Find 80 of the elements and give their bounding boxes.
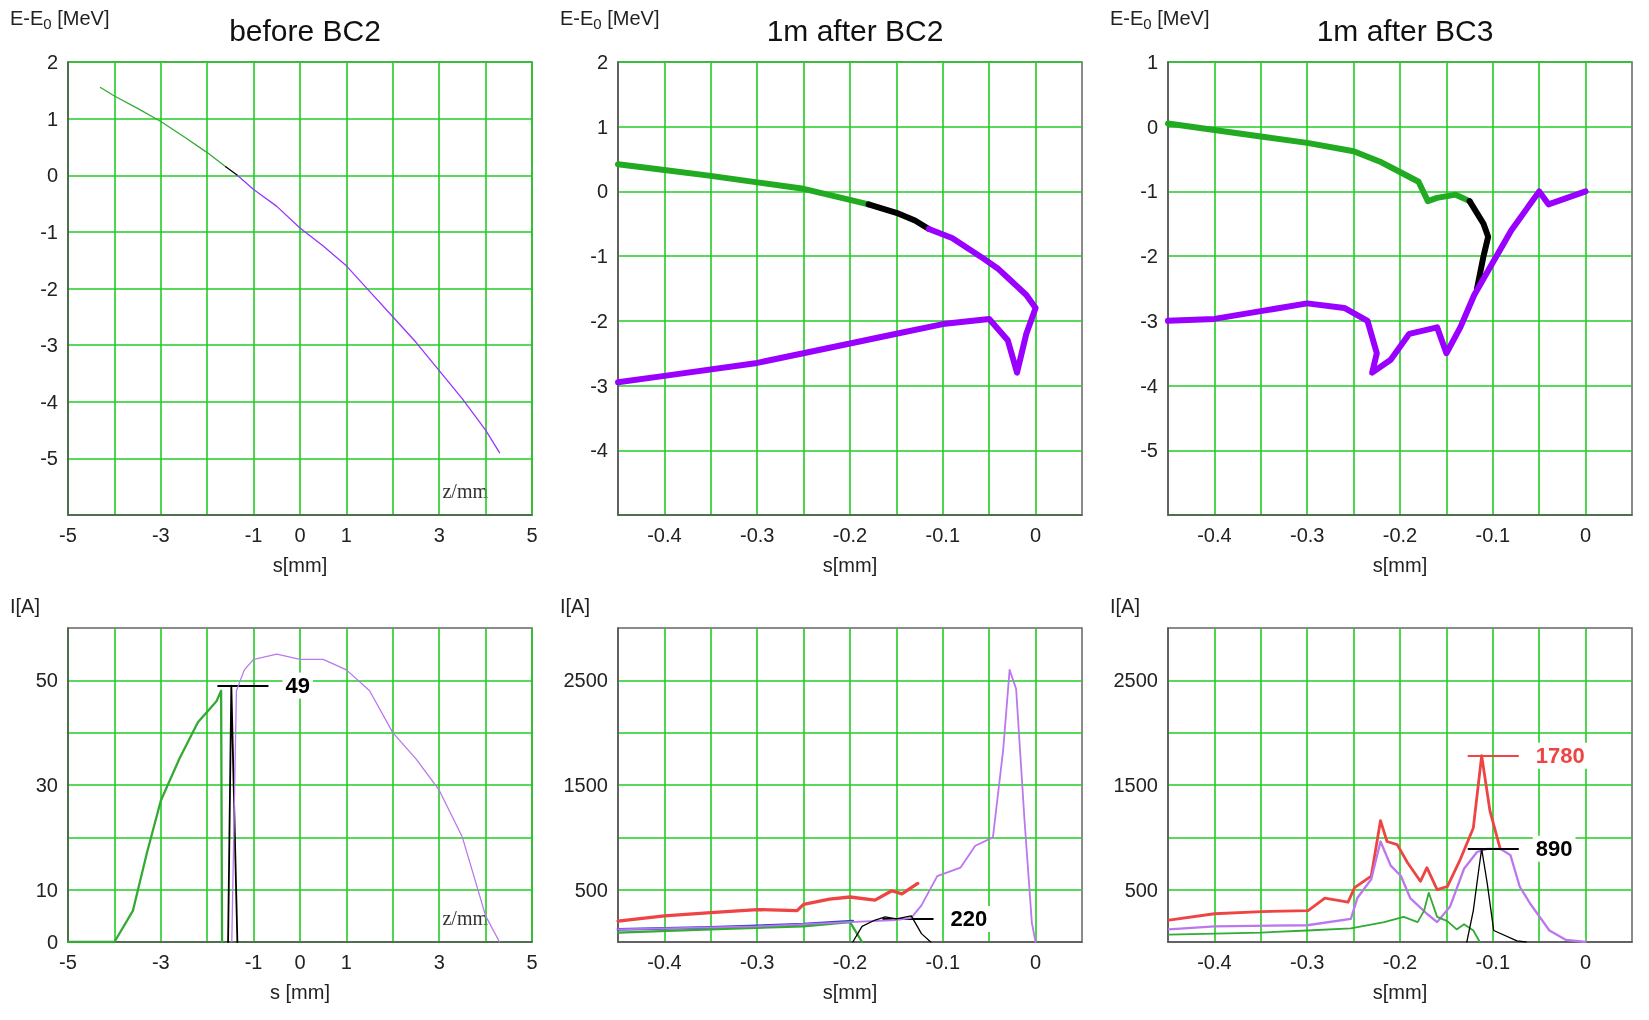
x-tick-label: -0.4 [647,951,682,973]
x-tick-label: -0.3 [1289,951,1325,973]
x-tick-label: 0 [294,524,306,546]
chart-title: 1m after BC2 [766,13,944,47]
y-tick-label: -3 [1140,309,1158,332]
y-tick-label: -4 [1140,374,1158,397]
y-tick-label: 2 [46,51,58,73]
y-tick-label: 1500 [1113,774,1158,796]
x-tick-label: -0.1 [1475,951,1511,973]
x-tick-label: -0.2 [1382,951,1418,973]
x-axis-title: s[mm] [272,554,328,576]
y-tick-label: 1 [1146,51,1158,73]
y-tick-label: -2 [1140,245,1158,268]
x-tick-label: -0.3 [739,524,775,546]
y-tick-label: 1500 [563,774,608,796]
x-tick-label: 1 [340,951,352,973]
x-tick-label: 0 [1030,524,1042,546]
x-tick-label: 5 [526,951,538,973]
y-tick-label: -3 [590,374,608,397]
y-tick-label: 0 [1146,115,1158,138]
x-tick-label: -0.1 [925,951,961,973]
x-tick-label: -0.3 [739,951,775,973]
y-tick-label: 30 [35,774,58,796]
x-tick-label: -0.4 [647,524,682,546]
y-tick-label: 2500 [1113,669,1158,692]
annotation: 1780 [1535,743,1585,769]
x-tick-label: -3 [151,951,170,973]
y-tick-label: 0 [46,164,58,187]
x-tick-label: 0 [1030,951,1042,973]
annotation: 220 [950,906,988,932]
annotation: 49 [285,673,310,699]
x-tick-label: -0.1 [1475,524,1511,546]
chart-title: before BC2 [229,13,381,47]
x-tick-label: 5 [526,524,538,546]
y-axis-title: I[A] [560,595,591,617]
y-tick-label: 50 [35,669,58,692]
y-tick-label: 0 [596,180,608,203]
y-tick-label: -4 [590,439,608,462]
y-tick-label: -1 [1140,180,1158,203]
y-tick-label: -2 [590,309,608,332]
x-axis-title: s[mm] [822,554,878,576]
x-tick-label: -1 [244,951,263,973]
x-tick-label: -0.3 [1289,524,1325,546]
x-axis-title: s[mm] [822,981,878,1003]
y-tick-label: -1 [40,220,58,243]
x-axis-title: s[mm] [1372,981,1428,1003]
x-tick-label: -3 [151,524,170,546]
x-tick-label: 1 [340,524,352,546]
y-tick-label: 0 [46,931,58,953]
x-tick-label: 0 [294,951,306,973]
chart-title: 1m after BC3 [1316,13,1494,47]
x-tick-label: -1 [244,524,263,546]
y-tick-label: 1 [596,115,608,138]
x-tick-label: 0 [1580,951,1592,973]
y-tick-label: 1 [46,107,58,130]
x-tick-label: -0.4 [1197,524,1232,546]
y-axis-title: I[A] [1110,595,1141,617]
y-tick-label: 500 [574,878,608,901]
x-tick-label: -0.1 [925,524,961,546]
x-tick-label: 3 [433,951,445,973]
x-tick-label: 3 [433,524,445,546]
x-tick-label: 0 [1580,524,1592,546]
y-tick-label: -5 [1140,439,1158,462]
y-axis-title: I[A] [10,595,41,617]
x-axis-title: s [mm] [270,981,330,1003]
y-tick-label: -5 [40,447,58,470]
x-tick-label: -0.2 [832,524,868,546]
y-tick-label: 2 [596,51,608,73]
x-tick-label: -0.4 [1197,951,1232,973]
y-tick-label: -3 [40,334,58,357]
y-tick-label: -1 [590,245,608,268]
x-axis-title: s[mm] [1372,554,1428,576]
y-tick-label: 500 [1124,878,1158,901]
x-tick-label: -0.2 [832,951,868,973]
y-tick-label: 10 [35,878,58,901]
x-tick-label: -0.2 [1382,524,1418,546]
y-tick-label: -2 [40,277,58,300]
y-tick-label: -4 [40,390,58,413]
y-tick-label: 2500 [563,669,608,692]
annotation: 890 [1535,836,1573,862]
